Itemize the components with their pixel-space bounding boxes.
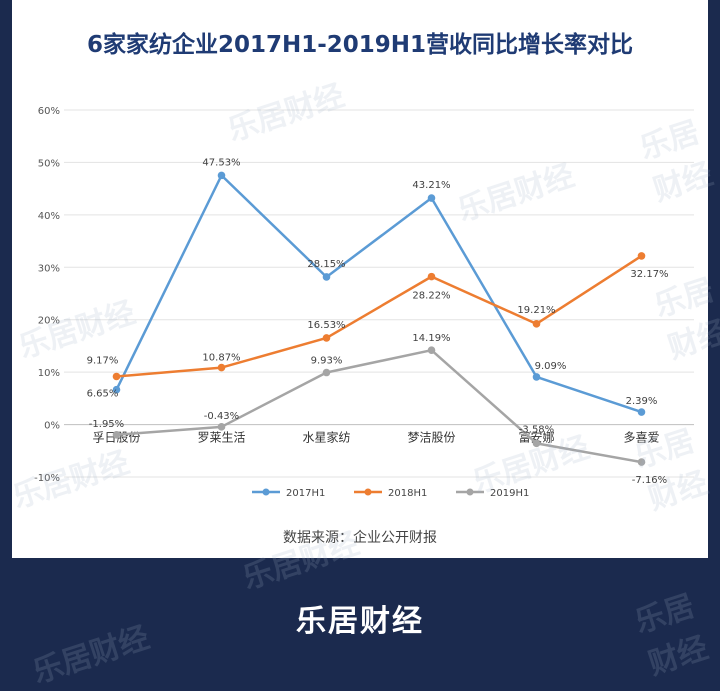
data-label: -7.16% (632, 475, 667, 486)
brand-logo: 乐居财经 (296, 604, 424, 639)
chart-title: 6家家纺企业2017H1-2019H1营收同比增长率对比 (87, 31, 633, 58)
legend-label: 2018H1 (388, 488, 427, 499)
legend-label: 2017H1 (286, 488, 325, 499)
data-label: 6.65% (87, 389, 119, 400)
data-point (112, 385, 121, 394)
data-point (217, 171, 226, 180)
x-tick-label: 多喜爱 (623, 431, 659, 445)
data-point (322, 368, 331, 377)
legend-marker (364, 488, 372, 496)
data-point (112, 372, 121, 381)
data-label: 9.93% (311, 356, 343, 367)
data-label: -1.95% (89, 419, 124, 430)
data-label: 47.53% (202, 157, 240, 168)
series-line-2017H1 (115, 174, 642, 414)
data-label: 28.22% (412, 291, 450, 302)
data-label: -3.58% (519, 424, 554, 435)
y-tick-label: 50% (38, 158, 60, 169)
legend-marker (262, 488, 270, 496)
data-point (532, 373, 541, 381)
line-chart: 6家家纺企业2017H1-2019H1营收同比增长率对比 -10% 0% 10% 20… (34, 31, 694, 546)
data-point (637, 252, 646, 260)
y-tick-label: -10% (34, 473, 60, 484)
y-tick-label: 30% (38, 263, 60, 274)
data-point (322, 334, 331, 342)
data-point (532, 439, 541, 448)
data-label: 9.09% (535, 361, 567, 372)
y-tick-label: 60% (38, 106, 60, 117)
data-label: 10.87% (202, 353, 240, 364)
data-label: 19.21% (517, 305, 555, 316)
data-label: 14.19% (412, 333, 450, 344)
data-point (637, 458, 646, 466)
data-point (217, 363, 226, 372)
data-point (427, 346, 436, 354)
data-point (217, 423, 226, 431)
y-tick-label: 40% (38, 211, 60, 222)
data-point (532, 320, 541, 328)
legend-marker (466, 488, 474, 496)
x-tick-label: 水星家纺 (302, 430, 350, 445)
y-tick-label: 0% (44, 421, 60, 432)
data-point (427, 194, 436, 202)
source-note: 数据来源：企业公开财报 (283, 529, 437, 546)
y-tick-label: 10% (38, 368, 60, 379)
data-label: 32.17% (630, 269, 668, 280)
chart-panel: 6家家纺企业2017H1-2019H1营收同比增长率对比 -10% 0% 10% 20… (12, 0, 708, 558)
data-point (322, 273, 331, 281)
data-label: 2.39% (626, 396, 658, 407)
data-point (637, 408, 646, 416)
y-tick-label: 20% (38, 316, 60, 327)
data-label: 43.21% (412, 180, 450, 191)
x-tick-label: 梦洁股份 (407, 431, 455, 445)
x-tick-label: 罗莱生活 (197, 431, 245, 445)
data-point (112, 430, 121, 439)
series-line-2019H1 (116, 348, 642, 464)
series-line-2018H1 (116, 254, 643, 378)
data-point (427, 272, 436, 281)
data-label: -0.43% (204, 411, 239, 422)
data-label: 16.53% (307, 320, 345, 331)
data-label: 28.15% (307, 259, 345, 270)
legend-label: 2019H1 (490, 488, 529, 499)
x-tick-label: 富安娜 (518, 430, 554, 445)
data-label: 9.17% (87, 355, 119, 366)
